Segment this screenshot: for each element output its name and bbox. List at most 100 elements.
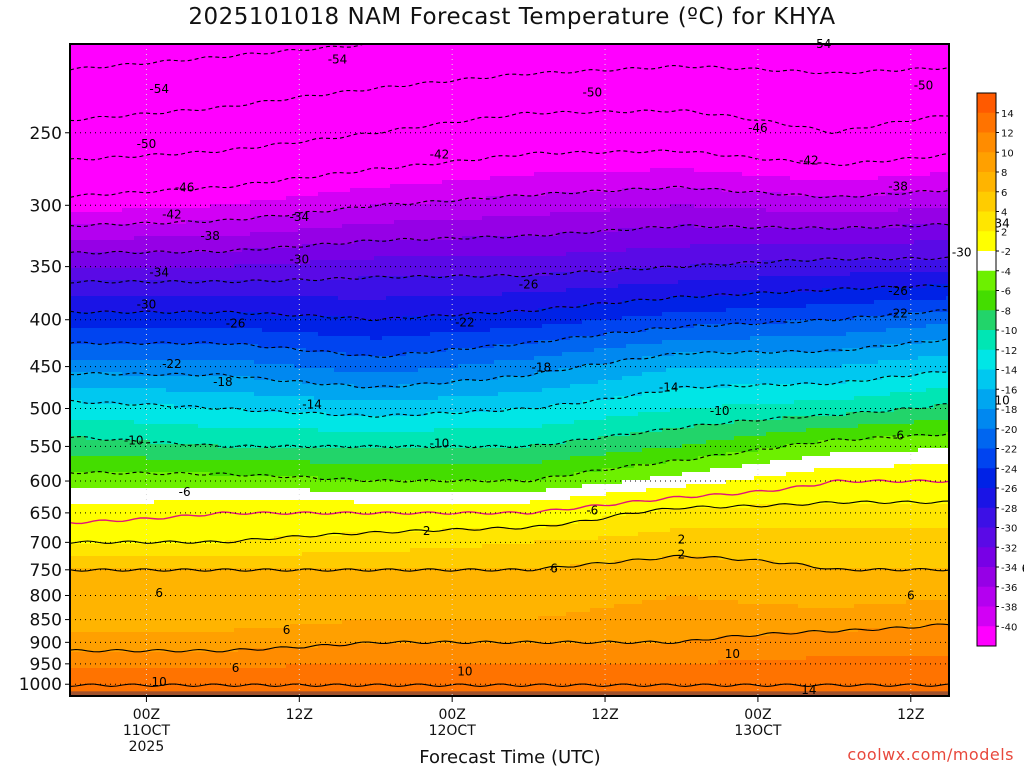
colorbar-swatch [977,508,996,528]
contour-label: -26 [519,277,539,291]
x-tick-label: 12OCT [429,723,477,739]
contour-label: 2 [678,548,686,562]
contour-label: -26 [226,317,246,331]
contour-label: -30 [289,253,309,267]
colorbar-swatch [977,310,996,330]
x-tick-label: 00Z [744,707,771,723]
colorbar-swatch [977,350,996,370]
contour-label: 2 [423,524,431,538]
colorbar-label: -40 [1001,622,1017,633]
contour-label: 6 [232,661,240,675]
y-tick-label: 550 [30,437,62,457]
colorbar-swatch [977,231,996,251]
colorbar-label: -6 [1001,287,1011,298]
y-axis: 2503003504004505005506006507007508008509… [19,124,70,695]
colorbar-label: -16 [1001,385,1017,396]
contour-label: -22 [162,357,182,371]
colorbar-swatch [977,607,996,627]
contour-label: -14 [659,380,679,394]
contour-label: 10 [152,675,167,689]
y-tick-label: 700 [30,533,62,553]
colorbar-swatch [977,587,996,607]
colorbar-label: 14 [1001,109,1014,120]
contour-label: -50 [914,79,934,93]
contour-label: -10 [430,437,450,451]
contour-label: -14 [302,398,322,412]
x-tick-label: 12Z [286,707,313,723]
y-tick-label: 950 [30,655,62,675]
colorbar-label: -12 [1001,346,1017,357]
colorbar-swatch [977,93,996,113]
contour-label: 6 [550,562,558,576]
colorbar-label: -36 [1001,583,1017,594]
credit-link[interactable]: coolwx.com/models [847,745,1014,764]
y-tick-label: 600 [30,472,62,492]
contour-label: 10 [457,665,472,679]
contour-label: -6 [179,485,191,499]
contour-label: -46 [175,181,195,195]
x-tick-label: 2025 [129,739,165,755]
colorbar-swatch [977,626,996,646]
colorbar-swatch [977,113,996,133]
colorbar: 1412108642-2-4-6-8-10-12-14-16-18-20-22-… [977,93,1017,647]
contour-label: -42 [430,147,450,161]
contour-label: -38 [888,179,908,193]
x-tick-label: 12Z [591,707,618,723]
contour-label: -18 [532,360,552,374]
colorbar-swatch [977,389,996,409]
colorbar-swatch [977,330,996,350]
colorbar-label: -38 [1001,603,1017,614]
colorbar-label: 10 [1001,148,1014,159]
y-tick-label: 1000 [19,675,62,695]
contour-label: -30 [952,246,972,260]
colorbar-swatch [977,271,996,291]
x-tick-label: 00Z [438,707,465,723]
colorbar-swatch [977,429,996,449]
colorbar-swatch [977,370,996,390]
colorbar-label: 8 [1001,168,1007,179]
colorbar-swatch [977,488,996,508]
x-axis-title: Forecast Time (UTC) [300,747,720,768]
contour-label: -50 [582,86,602,100]
colorbar-swatch [977,468,996,488]
colorbar-label: 6 [1001,188,1007,199]
contour-label: 6 [283,623,291,637]
temperature-field [70,44,951,697]
colorbar-label: -28 [1001,504,1017,515]
y-tick-label: 450 [30,358,62,378]
y-tick-label: 900 [30,633,62,653]
contour-label: -30 [137,298,157,312]
colorbar-swatch [977,133,996,153]
x-tick-label: 12Z [897,707,924,723]
colorbar-label: 12 [1001,129,1014,140]
contour-label: -54 [328,53,348,67]
contour-label: -38 [200,229,220,243]
colorbar-label: -20 [1001,425,1017,436]
colorbar-label: -8 [1001,306,1011,317]
colorbar-label: -2 [1001,247,1011,258]
contour-label: -6 [586,503,598,517]
x-tick-label: 11OCT [123,723,171,739]
colorbar-label: -4 [1001,267,1011,278]
colorbar-label: 4 [1001,208,1007,219]
contour-label: -50 [137,137,157,151]
y-tick-label: 400 [30,311,62,331]
contour-label: 6 [907,588,915,602]
y-tick-label: 300 [30,196,62,216]
contour-label: -6 [892,428,904,442]
contour-label: -22 [455,316,475,330]
colorbar-swatch [977,409,996,429]
y-tick-label: 500 [30,400,62,420]
contour-label: -18 [213,375,233,389]
colorbar-label: -10 [1001,326,1017,337]
contour-label: -34 [289,210,309,224]
y-tick-label: 250 [30,124,62,144]
colorbar-swatch [977,567,996,587]
colorbar-label: -34 [1001,563,1017,574]
y-tick-label: 650 [30,504,62,524]
colorbar-swatch [977,192,996,212]
contour-label: 2 [678,533,686,547]
y-tick-label: 750 [30,561,62,581]
x-tick-label: 00Z [133,707,160,723]
colorbar-label: -30 [1001,524,1017,535]
